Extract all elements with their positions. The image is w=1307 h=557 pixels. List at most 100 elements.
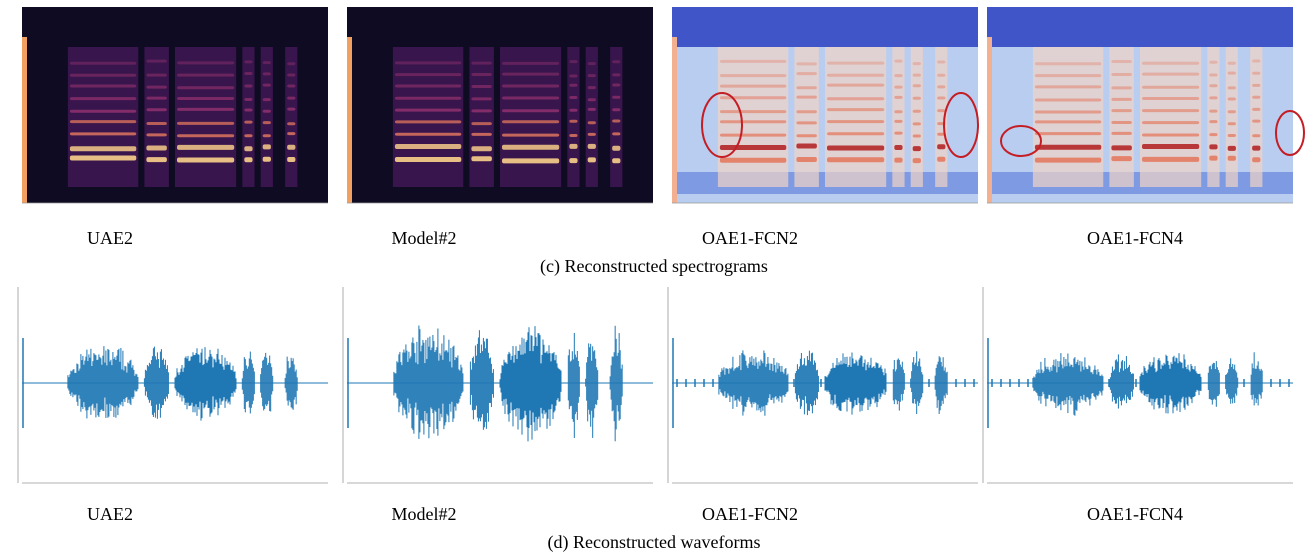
panel-label: Model#2	[392, 504, 457, 524]
harmonic	[502, 72, 560, 76]
harmonic	[937, 156, 946, 162]
harmonic	[146, 96, 167, 100]
voiced-region	[1207, 47, 1220, 187]
panel-label: OAE1-FCN4	[1087, 228, 1183, 248]
harmonic	[1209, 155, 1218, 161]
harmonic	[569, 60, 578, 64]
harmonic	[1111, 156, 1132, 162]
harmonic	[69, 84, 137, 88]
harmonic	[1227, 71, 1236, 75]
harmonic	[146, 145, 167, 151]
voiced-region	[1032, 47, 1104, 187]
harmonic	[719, 133, 787, 137]
harmonic	[471, 156, 492, 162]
harmonic	[569, 108, 578, 112]
harmonic	[1034, 98, 1102, 102]
harmonic	[937, 73, 946, 77]
highlight-circle	[1000, 125, 1042, 157]
harmonic	[69, 97, 137, 101]
voiced-region	[500, 47, 562, 187]
harmonic	[146, 108, 167, 112]
harmonic	[719, 157, 787, 163]
harmonic	[146, 73, 167, 77]
harmonic	[262, 72, 271, 76]
harmonic	[287, 62, 296, 66]
harmonic	[937, 85, 946, 89]
spectrogram-top	[672, 7, 978, 47]
harmonic	[612, 108, 621, 112]
harmonic	[177, 61, 235, 65]
harmonic	[719, 110, 787, 114]
harmonic	[827, 157, 885, 163]
harmonic	[827, 120, 885, 124]
harmonic	[1034, 62, 1102, 66]
harmonic	[937, 60, 946, 64]
harmonic	[471, 109, 492, 113]
harmonic	[827, 83, 885, 87]
harmonic	[912, 96, 921, 100]
panel-label: UAE2	[87, 228, 133, 248]
harmonic	[612, 95, 621, 99]
harmonic	[612, 73, 621, 77]
harmonic	[827, 145, 885, 151]
harmonic	[146, 121, 167, 125]
harmonic	[1034, 85, 1102, 89]
voiced-region	[567, 47, 580, 187]
voiced-region	[717, 47, 789, 187]
harmonic	[1209, 73, 1218, 77]
harmonic	[244, 98, 253, 102]
harmonic	[937, 144, 946, 150]
voiced-region	[825, 47, 887, 187]
harmonic	[262, 121, 271, 125]
harmonic	[937, 96, 946, 100]
harmonic	[796, 62, 817, 66]
harmonic	[796, 134, 817, 138]
harmonic	[587, 143, 596, 149]
harmonic	[1252, 107, 1261, 111]
harmonic	[1252, 119, 1261, 123]
harmonic	[394, 132, 462, 136]
harmonic	[471, 132, 492, 136]
harmonic	[1227, 122, 1236, 126]
spectrogram-edge	[347, 37, 352, 203]
harmonic	[262, 109, 271, 113]
harmonic	[1209, 109, 1218, 113]
harmonic	[1111, 97, 1132, 101]
harmonic	[894, 85, 903, 89]
harmonic	[894, 110, 903, 114]
harmonic	[1227, 155, 1236, 161]
harmonic	[262, 83, 271, 87]
harmonic	[146, 157, 167, 163]
harmonic	[612, 145, 621, 151]
panel-label: Model#2	[392, 228, 457, 248]
harmonic	[1252, 83, 1261, 87]
harmonic	[796, 143, 817, 149]
harmonic	[394, 61, 462, 65]
voiced-region	[242, 47, 255, 187]
harmonic	[587, 62, 596, 66]
harmonic	[471, 122, 492, 126]
harmonic	[827, 61, 885, 65]
harmonic	[719, 120, 787, 124]
harmonic	[502, 109, 560, 113]
harmonic	[262, 98, 271, 102]
harmonic	[569, 74, 578, 78]
harmonic	[937, 132, 946, 136]
harmonic	[1252, 59, 1261, 63]
harmonic	[587, 132, 596, 136]
harmonic	[912, 146, 921, 152]
harmonic	[587, 74, 596, 78]
voiced-region	[469, 47, 494, 187]
harmonic	[1142, 133, 1200, 137]
harmonic	[894, 74, 903, 78]
harmonic	[912, 73, 921, 77]
harmonic	[894, 131, 903, 135]
harmonic	[394, 84, 462, 88]
harmonic	[69, 61, 137, 65]
harmonic	[569, 119, 578, 123]
voiced-region	[285, 47, 298, 187]
harmonic	[177, 86, 235, 90]
harmonic	[1142, 156, 1200, 162]
harmonic	[587, 107, 596, 111]
harmonic	[796, 121, 817, 125]
